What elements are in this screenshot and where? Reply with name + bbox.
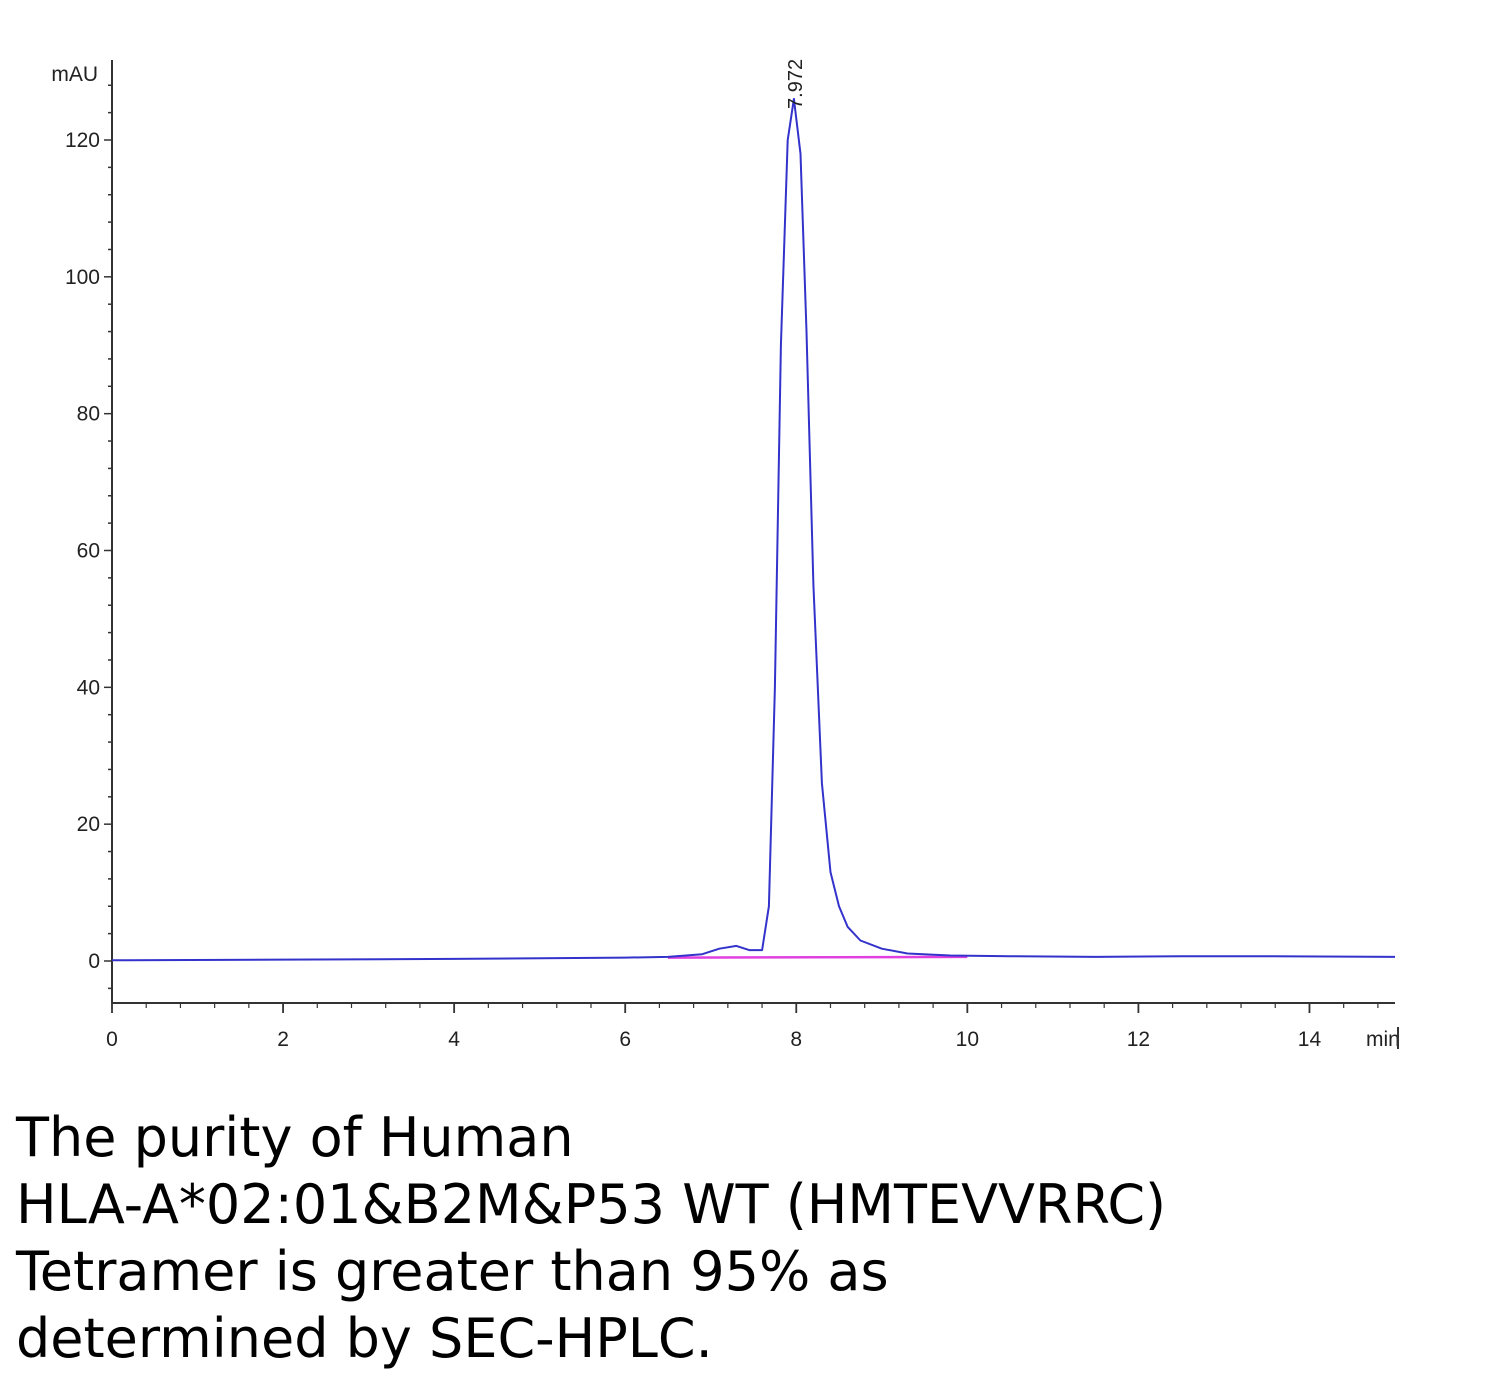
x-tick-label: 4: [448, 1028, 460, 1051]
y-tick-label: 120: [65, 129, 100, 152]
x-tick-label: 10: [956, 1028, 979, 1051]
signal-trace-line: [111, 97, 1396, 962]
baseline-line: [667, 955, 968, 959]
y-tick-label: 100: [65, 266, 100, 289]
caption-line: determined by SEC-HPLC.: [16, 1307, 713, 1370]
y-tick-label: 40: [77, 676, 100, 699]
chart-marks: 7.972: [111, 59, 1396, 962]
x-axis-unit-label: min: [1366, 1028, 1400, 1051]
x-tick-label: 14: [1298, 1028, 1322, 1051]
x-tick-label: 8: [790, 1028, 802, 1051]
x-tick-label: 0: [106, 1028, 118, 1051]
y-axis-unit-label: mAU: [51, 63, 98, 86]
x-tick-label: 2: [277, 1028, 289, 1051]
x-tick-label: 6: [619, 1028, 631, 1051]
y-tick-label: 80: [77, 403, 100, 426]
y-tick-label: 20: [77, 813, 100, 836]
y-tick-label: 60: [77, 540, 100, 563]
caption-line: The purity of Human: [16, 1106, 574, 1169]
chromatogram-chart: 0 20 40 60 80 100 120 mAU 0 2 4 6 8 10 12 14 min 7.972: [51, 59, 1400, 1051]
caption-line: HLA-A*02:01&B2M&P53 WT (HMTEVVRRC): [16, 1173, 1167, 1236]
figure-caption: The purity of Human HLA-A*02:01&B2M&P53 …: [16, 1104, 1476, 1372]
chart-axes: 0 20 40 60 80 100 120 mAU 0 2 4 6 8 10 12 14 min: [51, 60, 1400, 1051]
x-tick-label: 12: [1127, 1028, 1150, 1051]
caption-line: Tetramer is greater than 95% as: [16, 1240, 889, 1303]
peak-retention-label: 7.972: [785, 59, 807, 109]
y-tick-label: 0: [88, 950, 100, 973]
